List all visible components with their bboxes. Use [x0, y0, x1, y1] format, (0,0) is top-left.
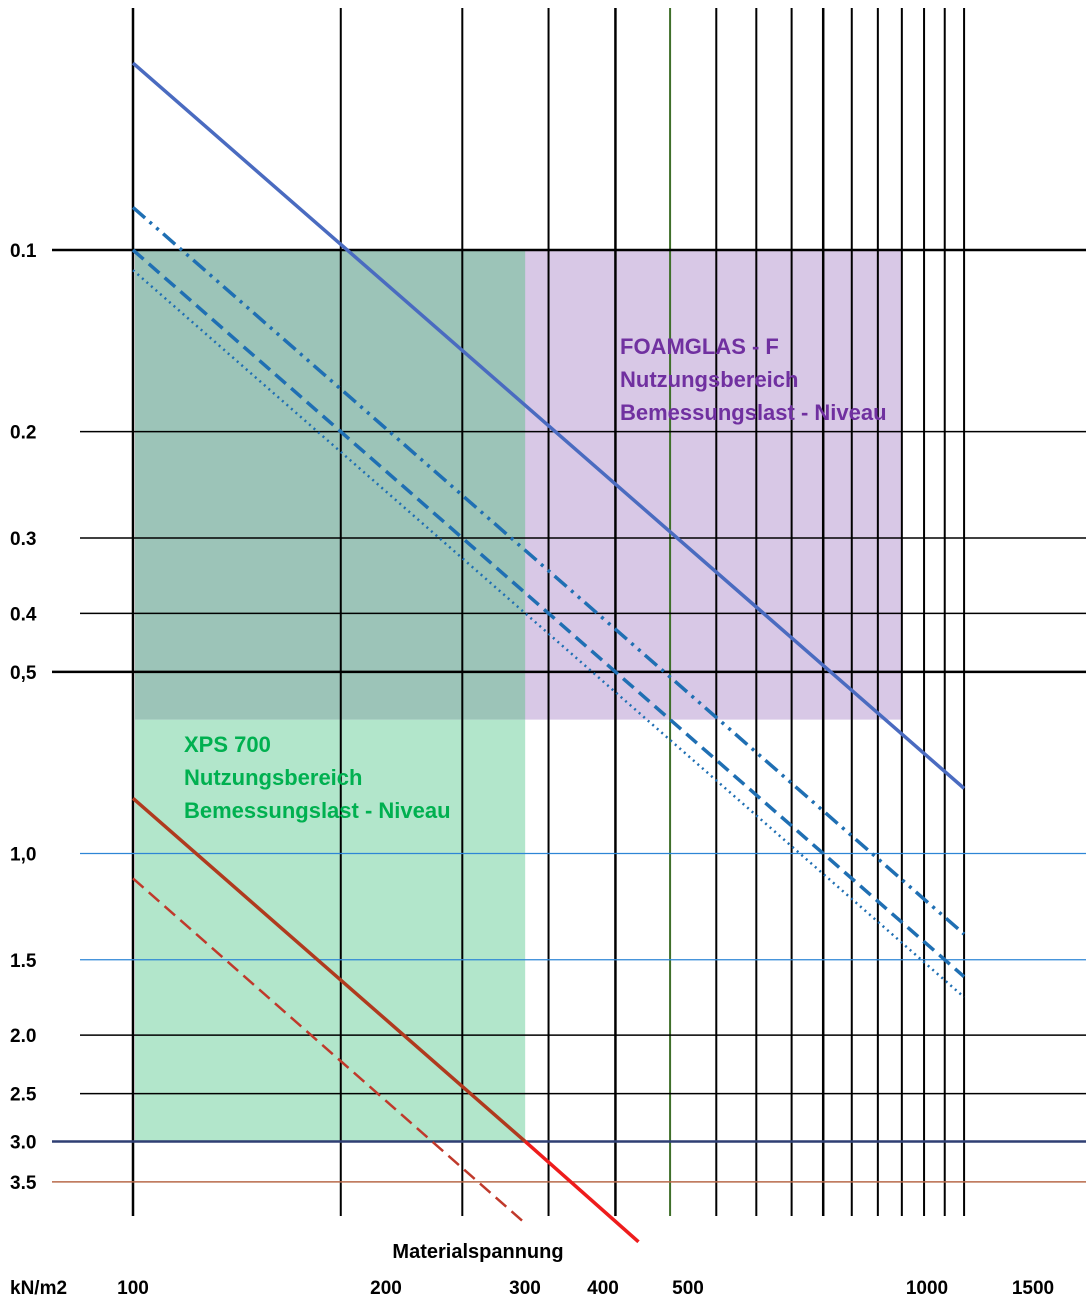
x-tick-label: 400 [587, 1278, 619, 1299]
region-labels: FOAMGLAS - F Nutzungsbereich Bemessungslas… [184, 334, 887, 823]
x-axis-title: Materialspannung [392, 1241, 563, 1263]
xps-label-line-2: Nutzungsbereich [184, 765, 362, 790]
horizontal-gridlines [52, 248, 1086, 1183]
foamglas-label-line-1: FOAMGLAS - F [620, 334, 779, 359]
y-tick-label: 0.2 [10, 423, 36, 444]
x-tick-label: 1500 [1012, 1278, 1054, 1299]
x-tick-label: 500 [672, 1278, 704, 1299]
y-tick-label: 0.3 [10, 529, 36, 550]
series-line-5 [131, 796, 527, 1143]
x-unit-label: kN/m2 [10, 1278, 67, 1299]
y-tick-label: 3.5 [10, 1173, 37, 1194]
xps-region [135, 719, 526, 1142]
series-line-1 [131, 61, 966, 790]
y-tick-labels: 0.1 0.2 0.3 0.4 0,5 1,0 1.5 2.0 2.5 3.0 3.5 [10, 241, 37, 1194]
x-tick-label: 200 [370, 1278, 402, 1299]
usage-regions [135, 250, 902, 1142]
series-line-6 [524, 1140, 640, 1244]
foamglas-label-line-2: Nutzungsbereich [620, 367, 798, 392]
x-tick-label: 300 [509, 1278, 541, 1299]
y-tick-label: 3.0 [10, 1132, 36, 1153]
series-line-7 [132, 877, 526, 1225]
y-tick-label: 2.5 [10, 1085, 37, 1106]
series-line-3 [131, 248, 966, 979]
y-tick-label: 0.1 [10, 241, 37, 262]
y-tick-label: 1,0 [10, 845, 36, 866]
foamglas-label-line-3: Bemessungslast - Niveau [620, 400, 887, 425]
data-series [131, 61, 966, 1244]
xps-label-line-1: XPS 700 [184, 732, 271, 757]
y-tick-label: 0,5 [10, 663, 37, 684]
y-tick-label: 1.5 [10, 951, 37, 972]
series-line-2 [131, 206, 966, 936]
y-tick-label: 0.4 [10, 604, 37, 625]
x-tick-label: 100 [117, 1278, 149, 1299]
y-tick-label: 2.0 [10, 1026, 36, 1047]
x-tick-labels: 100 200 300 400 500 1000 1500 [117, 1278, 1054, 1299]
x-tick-label: 1000 [906, 1278, 948, 1299]
overlap-region [135, 250, 526, 720]
xps-label-line-3: Bemessungslast - Niveau [184, 798, 451, 823]
series-line-4 [132, 269, 965, 999]
